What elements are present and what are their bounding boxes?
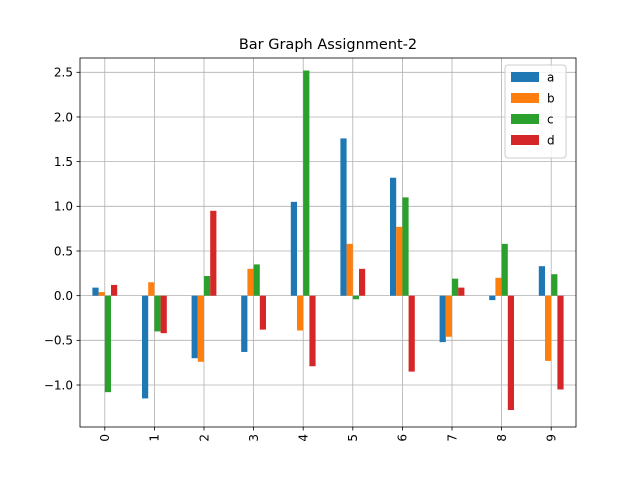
legend-swatch-a bbox=[511, 72, 539, 82]
x-tick-label: 9 bbox=[545, 434, 559, 442]
bar-d-6 bbox=[408, 295, 415, 372]
x-tick-label: 2 bbox=[197, 434, 211, 442]
bar-d-4 bbox=[309, 295, 316, 367]
plot-frame bbox=[79, 57, 577, 428]
bar-d-1 bbox=[160, 295, 167, 334]
y-tick-label: 0.5 bbox=[54, 244, 73, 258]
x-tick-label: 5 bbox=[346, 434, 360, 442]
bar-c-6 bbox=[402, 197, 409, 296]
bar-a-7 bbox=[439, 295, 446, 343]
bar-d-2 bbox=[210, 210, 217, 296]
bar-b-4 bbox=[297, 295, 304, 331]
bar-a-4 bbox=[290, 201, 297, 296]
bar-d-3 bbox=[259, 295, 266, 330]
x-tick-label: 7 bbox=[445, 434, 459, 442]
bar-c-8 bbox=[501, 243, 508, 296]
bar-a-3 bbox=[241, 295, 248, 352]
bar-d-9 bbox=[557, 295, 564, 390]
bar-c-1 bbox=[154, 295, 161, 332]
legend-label-a: a bbox=[547, 71, 554, 85]
legend-box bbox=[504, 64, 567, 159]
bar-b-8 bbox=[495, 277, 502, 296]
y-tick-label: 0.0 bbox=[54, 289, 73, 303]
bar-a-6 bbox=[390, 177, 397, 296]
bar-b-0 bbox=[98, 292, 105, 296]
bar-c-4 bbox=[303, 70, 310, 296]
y-tick-label: 1.0 bbox=[54, 200, 73, 214]
bar-b-9 bbox=[545, 295, 552, 361]
bar-b-5 bbox=[346, 243, 353, 296]
x-tick-label: 1 bbox=[148, 434, 162, 442]
legend-label-b: b bbox=[547, 92, 555, 106]
bar-c-2 bbox=[204, 276, 211, 296]
legend-label-d: d bbox=[547, 134, 555, 148]
y-tick-label: 2.5 bbox=[54, 66, 73, 80]
x-tick-label: 0 bbox=[98, 434, 112, 442]
bar-a-0 bbox=[92, 287, 99, 296]
y-tick-label: 2.0 bbox=[54, 110, 73, 124]
bars bbox=[92, 70, 564, 411]
bar-a-2 bbox=[191, 295, 198, 359]
bar-c-7 bbox=[452, 278, 459, 296]
axes: −1.0 −0.5 0.0 0.5 1.0 1.5 2.0 2.5 0 1 2 3 4 5 6 7 8 9 bbox=[44, 57, 577, 442]
bar-c-9 bbox=[551, 274, 558, 296]
bar-c-0 bbox=[104, 295, 111, 393]
x-tick-label: 3 bbox=[247, 434, 261, 442]
bar-c-3 bbox=[253, 264, 260, 296]
bar-a-5 bbox=[340, 138, 347, 296]
bar-a-9 bbox=[538, 266, 545, 296]
x-tick-label: 8 bbox=[495, 434, 509, 442]
bar-b-6 bbox=[396, 226, 403, 296]
x-tick-label: 4 bbox=[297, 434, 311, 442]
bar-c-5 bbox=[352, 295, 359, 300]
bar-d-5 bbox=[359, 268, 366, 296]
bar-b-1 bbox=[148, 282, 155, 296]
bar-b-3 bbox=[247, 268, 254, 296]
legend-label-c: c bbox=[547, 113, 554, 127]
bar-d-7 bbox=[458, 287, 465, 296]
bar-b-7 bbox=[445, 295, 452, 337]
legend-swatch-b bbox=[511, 93, 539, 103]
bar-b-2 bbox=[197, 295, 204, 362]
grid bbox=[80, 58, 576, 427]
y-tick-label: −0.5 bbox=[44, 334, 73, 348]
chart-title: Bar Graph Assignment-2 bbox=[239, 37, 417, 53]
bar-d-8 bbox=[507, 295, 514, 411]
bar-a-1 bbox=[142, 295, 149, 399]
legend-swatch-c bbox=[511, 114, 539, 124]
y-tick-label: −1.0 bbox=[44, 378, 73, 392]
x-tick-label: 6 bbox=[396, 434, 410, 442]
y-tick-label: 1.5 bbox=[54, 155, 73, 169]
bar-d-0 bbox=[111, 284, 118, 296]
bar-a-8 bbox=[489, 295, 496, 301]
legend-swatch-d bbox=[511, 135, 539, 145]
